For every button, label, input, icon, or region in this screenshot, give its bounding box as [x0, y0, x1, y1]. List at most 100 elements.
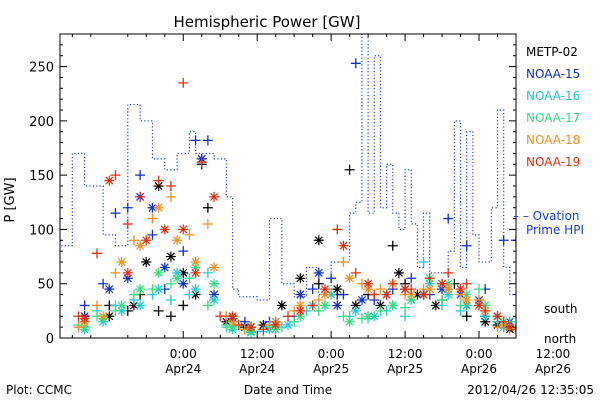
metp-02-north-point [480, 316, 491, 327]
metp-02-south-point [165, 311, 176, 322]
y-tick-label: 200 [29, 115, 54, 130]
legend-north-label: north [544, 332, 576, 346]
metp-02-south-point [153, 305, 164, 316]
noaa-18-north-point [227, 316, 238, 327]
metp-02-north-point [350, 300, 361, 311]
noaa-17-north-point [79, 322, 90, 333]
metp-02-south-point [178, 300, 189, 311]
noaa-16-south-point [202, 267, 213, 278]
noaa-16-south-point [418, 257, 429, 267]
noaa-19-north-point [159, 224, 170, 235]
noaa-16-north-point [480, 311, 491, 322]
noaa-15-south-point [122, 202, 133, 213]
noaa-15-south-point [98, 278, 109, 289]
metp-02-north-point [178, 267, 189, 278]
plot-credit: Plot: CCMC [6, 383, 72, 397]
noaa-18-north-point [363, 284, 374, 295]
noaa-19-south-point [110, 170, 121, 181]
noaa-16-north-point [443, 289, 454, 300]
metp-02-north-point [141, 257, 152, 267]
noaa-16-north-point [350, 305, 361, 316]
noaa-18-south-point [313, 295, 324, 305]
x-tick-label-time: 0:00 [318, 347, 345, 361]
noaa-18-north-point [116, 257, 127, 267]
noaa-17-south-point [184, 273, 195, 284]
x-tick-label-time: 12:00 [388, 347, 423, 361]
metp-02-south-point [344, 164, 355, 175]
chart-title: Hemispheric Power [GW] [174, 13, 361, 31]
noaa-15-north-point [209, 289, 220, 300]
noaa-16-north-point [283, 319, 293, 330]
noaa-16-north-point [326, 289, 337, 300]
legend-north-marker [529, 334, 539, 344]
noaa-15-north-point [356, 295, 367, 305]
noaa-19-south-point [387, 278, 398, 289]
noaa-17-north-point [295, 311, 306, 322]
noaa-19-north-point [363, 278, 374, 289]
noaa-19-south-point [498, 316, 509, 327]
noaa-19-south-point [350, 267, 361, 278]
noaa-15-south-point [350, 58, 361, 69]
noaa-16-south-point [400, 311, 411, 322]
noaa-17-south-point [128, 289, 139, 300]
noaa-17-north-point [172, 273, 183, 284]
noaa-19-south-point [196, 157, 207, 168]
noaa-19-north-point [418, 289, 429, 300]
noaa-19-north-point [122, 267, 133, 278]
noaa-17-south-point [375, 305, 386, 316]
noaa-18-north-point [209, 262, 220, 273]
noaa-15-south-point [511, 235, 516, 246]
legend-entry: NOAA-15 [526, 67, 580, 81]
x-tick-label-time: 12:00 [240, 347, 275, 361]
noaa-15-north-point [437, 284, 448, 295]
noaa-16-north-point [424, 278, 435, 289]
metp-02-north-point [412, 289, 423, 300]
noaa-18-north-point [406, 289, 417, 300]
noaa-19-south-point [135, 191, 146, 202]
noaa-17-north-point [480, 300, 491, 311]
metp-02-north-point [375, 300, 386, 311]
noaa-19-north-point [455, 284, 466, 295]
noaa-19-south-point [91, 248, 102, 259]
ovation-prime-line [60, 34, 516, 301]
noaa-17-north-point [406, 295, 417, 305]
noaa-19-north-point [474, 300, 485, 311]
metp-02-north-point [313, 235, 324, 246]
noaa-18-south-point [91, 300, 102, 311]
legend-entry: NOAA-19 [526, 155, 580, 169]
noaa-18-north-point [319, 289, 330, 300]
noaa-19-north-point [227, 311, 238, 322]
plot-frame [59, 33, 517, 339]
noaa-16-north-point [190, 284, 201, 295]
x-tick-label-date: Apr26 [461, 362, 497, 376]
noaa-19-north-point [270, 319, 281, 330]
metp-02-north-point [165, 251, 176, 262]
noaa-15-south-point [443, 213, 454, 224]
noaa-15-north-point [147, 202, 158, 213]
noaa-17-north-point [153, 267, 164, 278]
noaa-17-south-point [147, 284, 158, 295]
legend-entry: NOAA-17 [526, 111, 580, 125]
noaa-19-north-point [338, 240, 349, 251]
noaa-19-north-point [504, 322, 515, 333]
metp-02-north-point [104, 311, 115, 322]
metp-02-north-point [332, 284, 343, 295]
noaa-19-north-point [178, 224, 189, 235]
noaa-15-south-point [338, 289, 349, 300]
noaa-18-north-point [344, 273, 355, 284]
noaa-19-north-point [319, 284, 330, 295]
noaa-18-south-point [73, 322, 84, 333]
noaa-19-north-point [437, 278, 448, 289]
noaa-18-north-point [172, 235, 183, 246]
legend-entry: NOAA-16 [526, 89, 580, 103]
metp-02-south-point [387, 240, 398, 251]
timestamp: 2012/04/26 12:35:05 [467, 383, 594, 397]
noaa-19-south-point [178, 77, 189, 88]
noaa-18-north-point [295, 300, 306, 311]
y-tick-label: 0 [46, 332, 54, 347]
noaa-19-north-point [209, 191, 220, 202]
noaa-17-south-point [474, 284, 485, 295]
metp-02-south-point [313, 278, 324, 289]
legend-ovation-line2: Prime HPI [526, 223, 584, 237]
